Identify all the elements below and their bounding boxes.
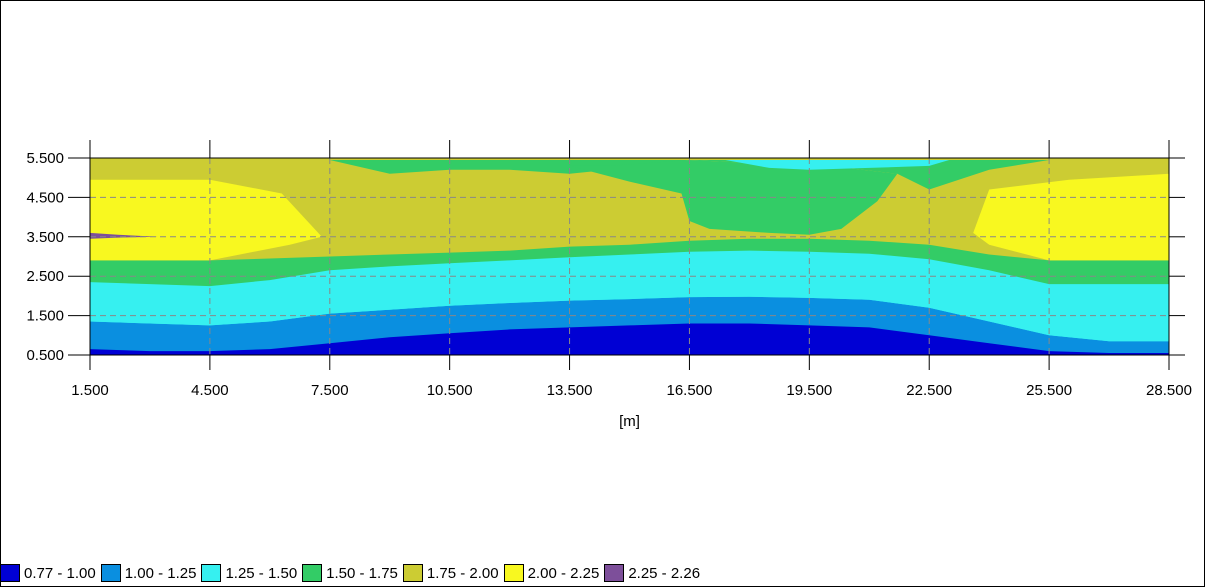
legend-label: 1.75 - 2.00 [426, 564, 499, 582]
legend: 0.77 - 1.00 1.00 - 1.25 1.25 - 1.50 1.50 - … [0, 561, 705, 585]
legend-item: 1.75 - 2.00 [402, 564, 499, 582]
legend-item: 1.50 - 1.75 [302, 564, 398, 582]
x-tick-label: 1.500 [71, 382, 109, 399]
legend-swatch [302, 564, 323, 582]
contour-band-0-77-1-00 [90, 323, 1169, 355]
contour-chart: 1.500 4.500 7.500 10.500 13.500 16.500 19.500 2… [26, 140, 1192, 430]
legend-swatch [0, 564, 20, 582]
x-tick-label: 28.500 [1146, 382, 1192, 399]
legend-label: 1.25 - 1.50 [225, 564, 298, 582]
legend-item: 1.25 - 1.50 [201, 564, 297, 582]
y-tick-label: 4.500 [26, 189, 64, 206]
x-axis-label: [m] [619, 413, 640, 430]
x-tick-label: 22.500 [906, 382, 952, 399]
legend-label: 0.77 - 1.00 [24, 564, 96, 582]
legend-label: 1.50 - 1.75 [326, 564, 398, 582]
legend-label: 1.00 - 1.25 [124, 564, 197, 582]
legend-item: 2.00 - 2.25 [503, 564, 600, 582]
legend-label: 2.00 - 2.25 [527, 564, 600, 582]
contour-band-2-25-2-26-spot [90, 232, 158, 239]
legend-item: 1.00 - 1.25 [100, 564, 197, 582]
x-tick-label: 25.500 [1026, 382, 1072, 399]
contour-band-1-25-1-50-lower [90, 269, 1169, 342]
legend-swatch [402, 564, 423, 582]
y-tick-label: 2.500 [26, 268, 64, 285]
x-tick-label: 4.500 [191, 382, 229, 399]
y-tick-label: 5.500 [26, 150, 64, 167]
legend-swatch [604, 564, 625, 582]
legend-swatch [201, 564, 222, 582]
legend-label: 2.25 - 2.26 [628, 564, 701, 582]
contour-band-1-25-1-50-top [725, 160, 950, 170]
x-tick-label: 16.500 [666, 382, 712, 399]
y-tick-label: 3.500 [26, 229, 64, 246]
x-tick-label: 19.500 [786, 382, 832, 399]
y-tick-label: 0.500 [26, 347, 64, 364]
legend-item: 0.77 - 1.00 [0, 564, 96, 582]
legend-swatch [100, 564, 121, 582]
contour-fills [90, 158, 1169, 355]
x-tick-label: 13.500 [547, 382, 593, 399]
x-tick-label: 7.500 [311, 382, 349, 399]
legend-item: 2.25 - 2.26 [604, 564, 700, 582]
contour-band-2-00-2-25-left [90, 179, 322, 261]
x-tick-label: 10.500 [427, 382, 473, 399]
legend-swatch [503, 564, 524, 582]
contour-band-2-00-2-25-right [973, 173, 1169, 261]
y-tick-label: 1.500 [26, 308, 64, 325]
